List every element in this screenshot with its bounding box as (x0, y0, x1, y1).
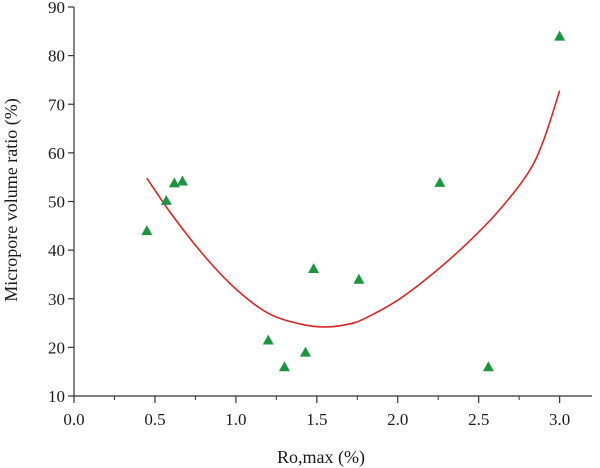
data-point (353, 273, 365, 284)
y-tick-label: 20 (48, 338, 65, 357)
y-tick-label: 50 (48, 193, 65, 212)
data-point (308, 263, 320, 274)
data-point (141, 225, 153, 236)
y-tick-label: 60 (48, 144, 65, 163)
x-tick-label: 2.0 (387, 410, 408, 429)
x-tick-label: 3.0 (549, 410, 570, 429)
y-tick-label: 90 (48, 0, 65, 17)
data-point (176, 175, 188, 186)
x-tick-label: 0.5 (144, 410, 165, 429)
trend-line (146, 90, 561, 328)
y-tick-label: 80 (48, 47, 65, 66)
x-tick-label: 1.5 (306, 410, 327, 429)
x-tick-label: 2.5 (468, 410, 489, 429)
x-axis-title: Ro,max (%) (277, 447, 365, 468)
data-point (262, 334, 274, 345)
data-point (554, 30, 566, 41)
data-point (278, 361, 290, 372)
data-point (160, 195, 172, 205)
x-tick-label: 1.0 (225, 410, 246, 429)
data-point (434, 177, 446, 187)
data-point (168, 177, 180, 188)
y-tick-label: 10 (48, 387, 65, 406)
y-tick-label: 70 (48, 95, 65, 114)
data-point (482, 361, 494, 372)
y-tick-label: 40 (48, 241, 65, 260)
x-tick-label: 0.0 (63, 410, 84, 429)
y-tick-label: 30 (48, 290, 65, 309)
y-axis-title: Micropore volume ratio (%) (1, 98, 22, 301)
data-point (299, 346, 311, 357)
